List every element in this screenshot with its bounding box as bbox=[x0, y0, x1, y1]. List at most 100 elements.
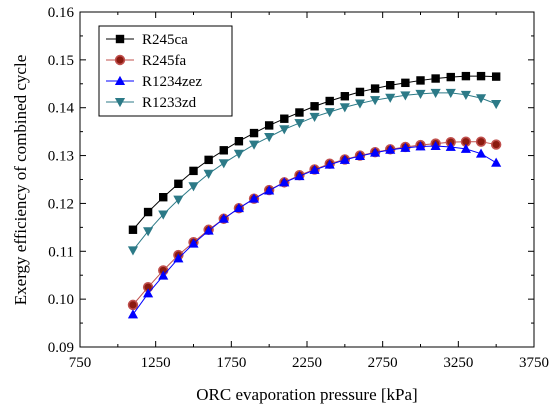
data-point-r245fa bbox=[475, 136, 487, 147]
data-point-r245ca bbox=[325, 96, 334, 106]
data-point-r245ca bbox=[446, 72, 455, 82]
data-point-r245ca bbox=[491, 72, 501, 81]
data-point-r1234zez bbox=[127, 309, 139, 319]
data-point-r1234zez bbox=[385, 144, 396, 154]
x-tick-label: 1250 bbox=[141, 355, 171, 371]
data-point-r1233zd bbox=[400, 91, 411, 101]
data-point-r1234zez bbox=[324, 159, 335, 169]
data-point-r1233zd bbox=[415, 89, 426, 100]
legend-label-r1234zez: R1234zez bbox=[142, 74, 202, 90]
data-point-r245ca bbox=[370, 84, 380, 93]
data-point-r1234zez bbox=[233, 203, 244, 213]
data-point-r1234zez bbox=[294, 170, 305, 181]
data-point-r245ca bbox=[476, 71, 486, 81]
y-tick-label: 0.10 bbox=[48, 292, 74, 308]
series-r1233zd bbox=[127, 88, 502, 256]
data-point-r1234zez bbox=[445, 141, 456, 151]
data-point-r1234zez bbox=[339, 154, 350, 164]
series-r245fa bbox=[127, 136, 502, 311]
data-point-r1233zd bbox=[203, 169, 214, 179]
data-point-r1233zd bbox=[158, 210, 169, 220]
data-point-r245ca bbox=[143, 207, 153, 217]
data-point-r1233zd bbox=[445, 88, 456, 99]
ticks: 750 1250 1750 2250 2750 3250 3750 0.09 0.10 0.11 0… bbox=[48, 5, 549, 371]
data-point-r1233zd bbox=[370, 96, 381, 106]
data-point-r245ca bbox=[401, 78, 410, 88]
series-layer bbox=[127, 71, 502, 319]
data-point-r245fa bbox=[490, 139, 502, 150]
x-tick-label: 3750 bbox=[519, 355, 549, 371]
y-tick-label: 0.16 bbox=[48, 5, 75, 21]
data-point-r1233zd bbox=[143, 227, 154, 237]
data-point-r245fa bbox=[127, 299, 139, 311]
data-point-r1233zd bbox=[173, 195, 184, 205]
data-point-r1234zez bbox=[309, 164, 320, 174]
data-point-r1233zd bbox=[248, 140, 260, 150]
x-tick-label: 3250 bbox=[443, 355, 473, 371]
y-axis-title: Exergy efficiency of combined cycle bbox=[11, 55, 30, 305]
data-point-r1234zez bbox=[430, 140, 441, 150]
y-tick-label: 0.15 bbox=[48, 53, 74, 69]
data-point-r1233zd bbox=[324, 108, 335, 118]
x-tick-label: 2750 bbox=[368, 355, 398, 371]
data-point-r245ca bbox=[355, 87, 365, 97]
data-point-r1233zd bbox=[430, 88, 441, 99]
data-point-r245ca bbox=[310, 102, 319, 111]
legend-marker-r245fa bbox=[114, 54, 126, 66]
data-point-r1233zd bbox=[264, 132, 275, 143]
data-point-r245ca bbox=[189, 166, 198, 176]
data-point-r1233zd bbox=[460, 90, 471, 100]
legend-marker-r1234zez bbox=[114, 75, 126, 85]
data-point-r1233zd bbox=[127, 246, 139, 256]
data-point-r1234zez bbox=[173, 253, 184, 263]
data-point-r1234zez bbox=[370, 147, 381, 157]
data-point-r245ca bbox=[264, 121, 274, 130]
legend-label-r245fa: R245fa bbox=[142, 53, 187, 69]
y-tick-label: 0.09 bbox=[48, 340, 74, 356]
data-point-r1233zd bbox=[309, 112, 320, 122]
data-point-r1234zez bbox=[264, 185, 275, 195]
x-tick-label: 1750 bbox=[216, 355, 246, 371]
x-axis-title: ORC evaporation pressure [kPa] bbox=[196, 385, 417, 404]
y-tick-label: 0.12 bbox=[48, 196, 74, 212]
data-point-r245ca bbox=[128, 225, 138, 234]
y-tick-label: 0.11 bbox=[48, 244, 74, 260]
data-point-r1234zez bbox=[491, 157, 502, 167]
data-point-r245ca bbox=[416, 76, 425, 85]
data-point-r1233zd bbox=[188, 182, 199, 192]
data-point-r1234zez bbox=[279, 177, 290, 187]
data-point-r245ca bbox=[159, 193, 168, 202]
data-point-r1234zez bbox=[415, 141, 426, 151]
data-point-r245ca bbox=[280, 114, 289, 123]
data-point-r1234zez bbox=[248, 193, 260, 203]
data-point-r1233zd bbox=[475, 94, 487, 104]
data-point-r1234zez bbox=[475, 148, 487, 158]
y-tick-label: 0.13 bbox=[48, 149, 74, 165]
x-tick-label: 750 bbox=[69, 355, 92, 371]
data-point-r245ca bbox=[219, 146, 228, 155]
y-tick-label: 0.14 bbox=[48, 101, 75, 117]
data-point-r245ca bbox=[340, 92, 350, 101]
data-point-r1234zez bbox=[203, 225, 214, 235]
legend-label-r1233zd: R1233zd bbox=[142, 95, 197, 111]
data-point-r1234zez bbox=[354, 150, 366, 160]
data-point-r245ca bbox=[386, 81, 395, 90]
data-point-r1233zd bbox=[279, 125, 290, 135]
legend-marker-r1233zd bbox=[114, 98, 126, 108]
data-point-r1234zez bbox=[460, 143, 471, 153]
series-r1234zez bbox=[127, 140, 502, 319]
data-point-r245ca bbox=[431, 74, 440, 83]
data-point-r1233zd bbox=[385, 93, 396, 103]
x-tick-label: 2250 bbox=[292, 355, 322, 371]
data-point-r1233zd bbox=[218, 159, 229, 169]
data-point-r1233zd bbox=[354, 99, 366, 109]
data-point-r1234zez bbox=[400, 142, 411, 152]
data-point-r1234zez bbox=[218, 213, 229, 223]
data-point-r245ca bbox=[249, 128, 259, 138]
legend-label-r245ca: R245ca bbox=[142, 32, 188, 48]
legend-marker-r245ca bbox=[115, 34, 125, 44]
data-point-r245ca bbox=[204, 155, 213, 165]
legend: R245ca R245fa R1234zez R1233zd bbox=[98, 25, 233, 117]
data-point-r1234zez bbox=[188, 238, 199, 248]
